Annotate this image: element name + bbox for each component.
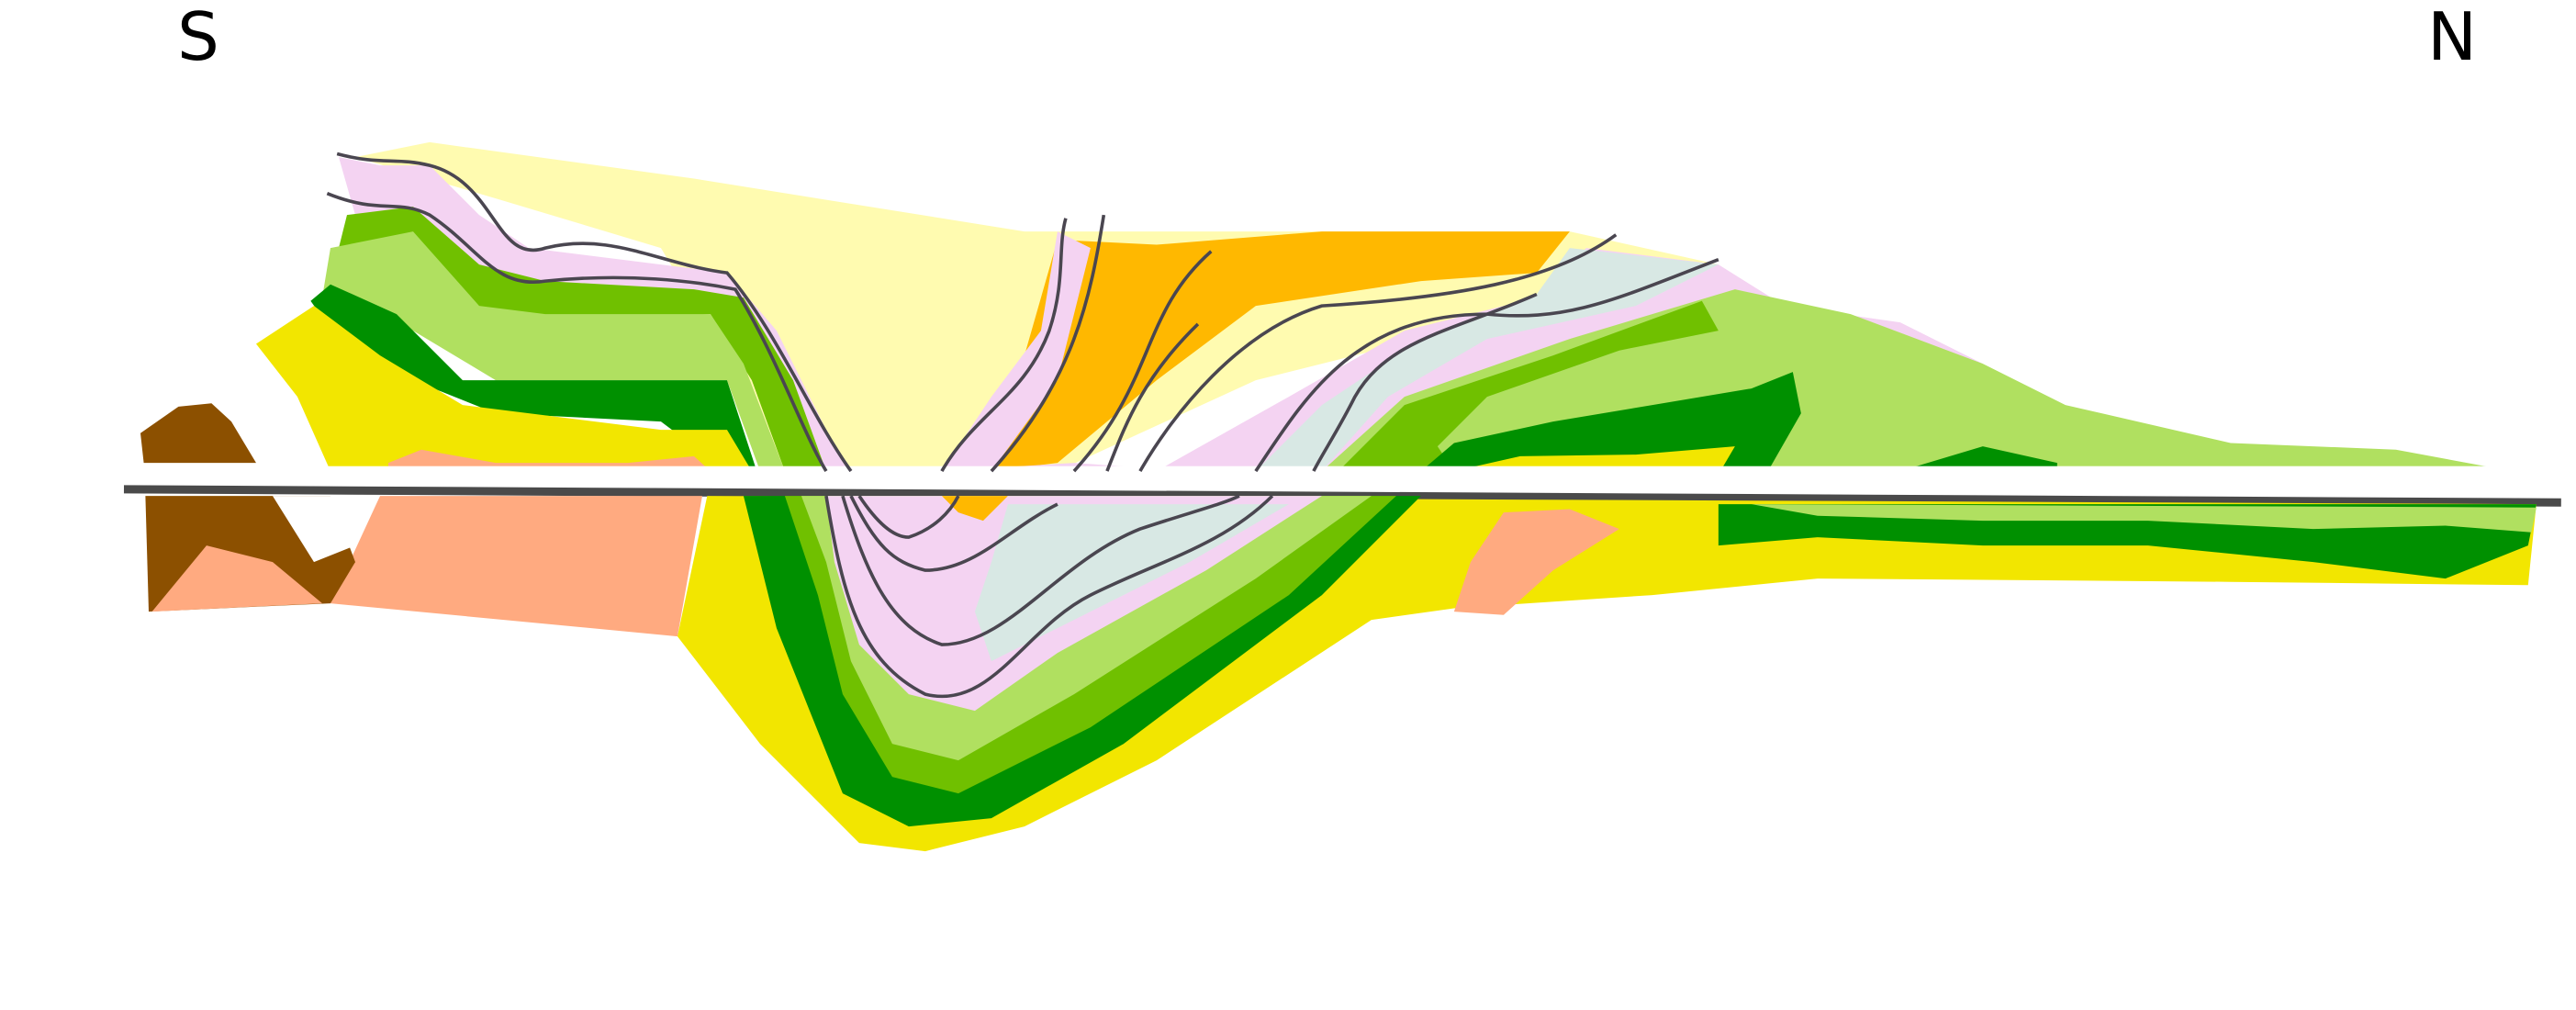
fold-line	[857, 495, 960, 539]
fold-lines	[326, 152, 1719, 699]
fold-line	[1072, 250, 1213, 473]
lower-block	[145, 496, 2537, 852]
fold-line	[940, 218, 1068, 472]
fold-line	[1312, 292, 1538, 472]
salmon-lower	[330, 496, 702, 637]
fold-line	[336, 152, 853, 473]
light-green-north-lower	[1751, 504, 2537, 533]
fold-line	[1138, 233, 1618, 472]
fold-line	[841, 494, 1240, 646]
mid-green-south	[338, 207, 826, 472]
label-north: N	[2427, 0, 2477, 75]
salmon-south-upper	[387, 449, 711, 472]
white-notch	[272, 496, 380, 563]
salmon-small	[151, 545, 322, 612]
dark-green-north	[1420, 372, 2057, 475]
fold-line	[824, 494, 1274, 699]
fold-line	[326, 192, 828, 473]
upper-block	[140, 141, 2512, 475]
fold-line	[990, 214, 1106, 473]
brown-upper	[140, 403, 256, 464]
light-green-south	[321, 231, 785, 472]
orange-layer	[991, 231, 1570, 472]
yellow-south-upper	[255, 306, 752, 472]
pale-yellow-layer	[354, 141, 1719, 472]
pink-layer-south	[338, 157, 851, 472]
salmon-north	[1453, 509, 1619, 615]
fold-line	[1105, 322, 1200, 472]
mid-green-north	[1338, 300, 1719, 472]
fold-line	[849, 495, 1058, 572]
label-south: S	[177, 0, 219, 75]
orange-lower	[941, 496, 1008, 522]
